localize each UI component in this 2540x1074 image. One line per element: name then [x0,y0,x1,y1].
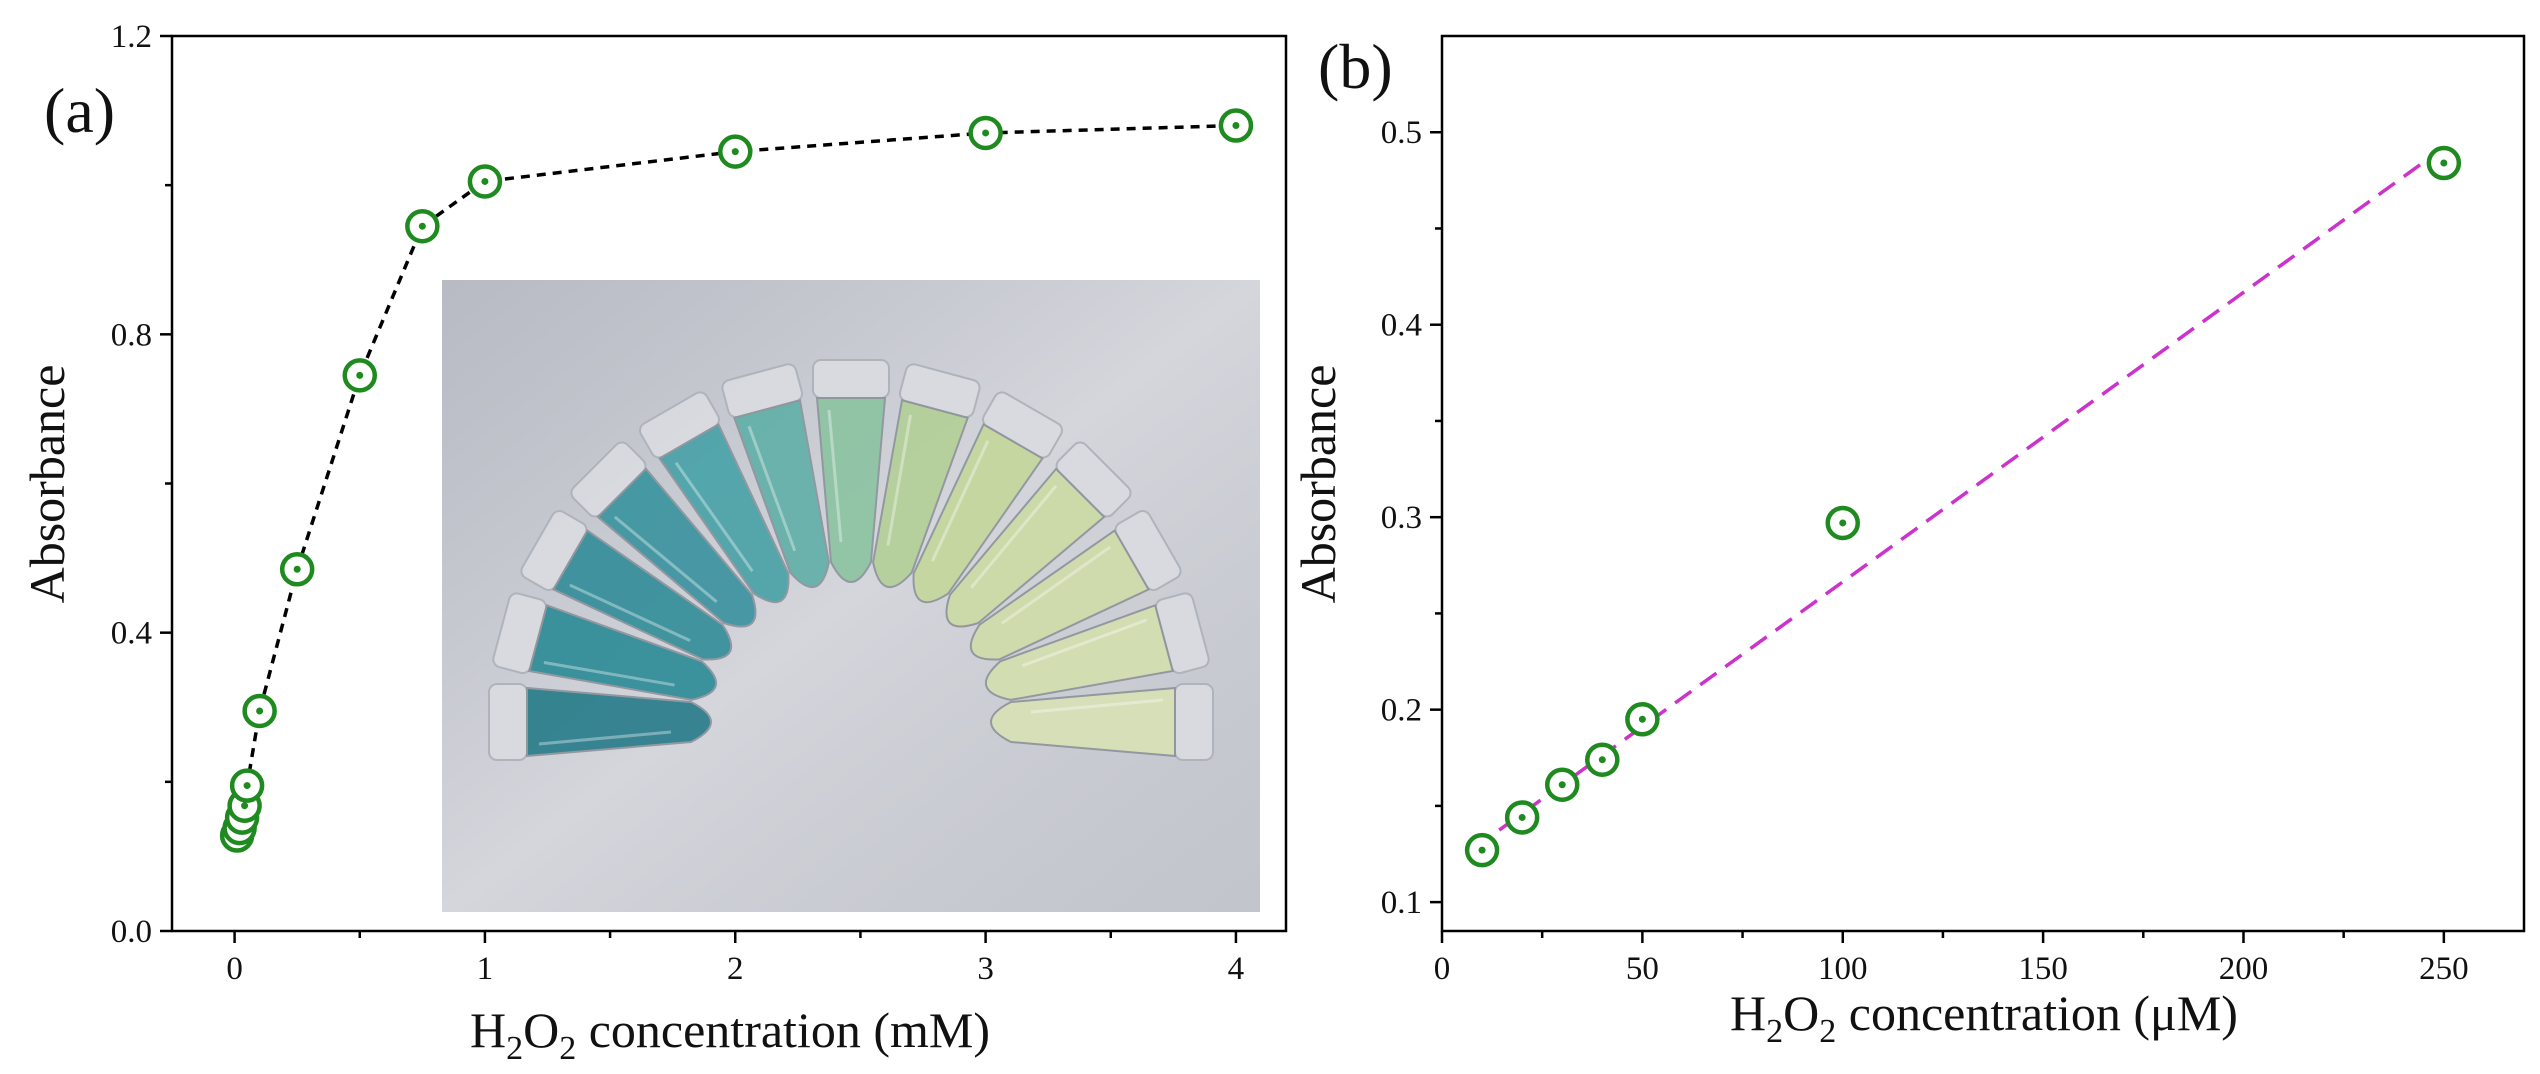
y-tick-label: 0.4 [111,616,152,652]
data-point [405,208,440,244]
x-tick-label: 100 [1818,951,1868,987]
x-tick-label: 2 [727,951,744,987]
panel-b-label: (b) [1318,31,1393,102]
data-point [1544,767,1580,802]
panel-b-fit-line [1473,146,2445,850]
tube [488,683,712,761]
data-point [1218,108,1254,143]
panel-a-points [219,108,1254,853]
tube [912,391,1063,604]
data-point [229,768,265,803]
tube [872,363,981,589]
tube [969,510,1182,661]
x-tick-label: 50 [1626,951,1659,987]
tube [492,592,718,701]
x-tick-label: 4 [1228,951,1245,987]
tube [520,510,733,661]
data-point [1504,800,1540,835]
data-point [1464,832,1500,868]
x-tick-label: 200 [2219,951,2269,987]
data-point [279,552,315,587]
panel-a-x-axis-title: H2O2 concentration (mM) [470,1002,990,1067]
y-tick-label: 1.2 [111,19,152,55]
panel-b: 0 50 100 150 200 250 0.1 0.2 0.3 0.4 0.5 (b) Absor… [1290,31,2526,1050]
panel-b-ticks [1430,130,2446,943]
panel-b-frame [1440,34,2526,933]
y-tick-label: 0.0 [111,914,152,950]
data-point [1625,702,1660,737]
x-tick-label: 0 [1434,951,1451,987]
data-point [242,693,277,729]
panel-a-tick-labels: 0 1 2 3 4 0.0 0.4 0.8 1.2 [111,19,1244,987]
y-tick-label: 0.1 [1381,885,1422,921]
tube [570,441,757,628]
panel-a-label: (a) [44,75,115,146]
tube [812,359,890,583]
tube [990,683,1214,761]
tube [721,363,830,589]
y-tick-label: 0.3 [1381,500,1422,536]
panel-b-points [1464,145,2462,868]
x-tick-label: 150 [2018,951,2068,987]
panel-b-tick-labels: 0 50 100 150 200 250 0.1 0.2 0.3 0.4 0.5 [1381,115,2469,987]
x-tick-label: 250 [2419,951,2469,987]
data-point [2426,145,2462,181]
data-point [1585,742,1620,777]
data-point [1825,505,1860,541]
y-tick-label: 0.4 [1381,308,1422,344]
inset-tubes [488,359,1214,761]
data-point [467,164,503,199]
panel-b-y-axis-title: Absorbance [1290,365,1346,604]
panel-a-y-axis-title: Absorbance [19,365,75,604]
panel-a-ticks [160,34,1238,943]
data-point [968,115,1003,151]
x-tick-label: 0 [226,951,243,987]
data-point [718,134,753,169]
y-tick-label: 0.2 [1381,693,1422,729]
inset-photo [442,280,1260,912]
panel-b-x-axis-title: H2O2 concentration (μM) [1730,985,2238,1050]
tube [639,391,790,604]
panel-a: 0 1 2 3 4 0.0 0.4 0.8 1.2 (a) Absorbance H2O2 co… [19,19,1288,1067]
data-point [342,358,378,393]
tube [945,441,1132,628]
tube [984,592,1210,701]
y-tick-label: 0.5 [1381,115,1422,151]
x-tick-label: 1 [477,951,494,987]
y-tick-label: 0.8 [111,317,152,353]
x-tick-label: 3 [977,951,994,987]
